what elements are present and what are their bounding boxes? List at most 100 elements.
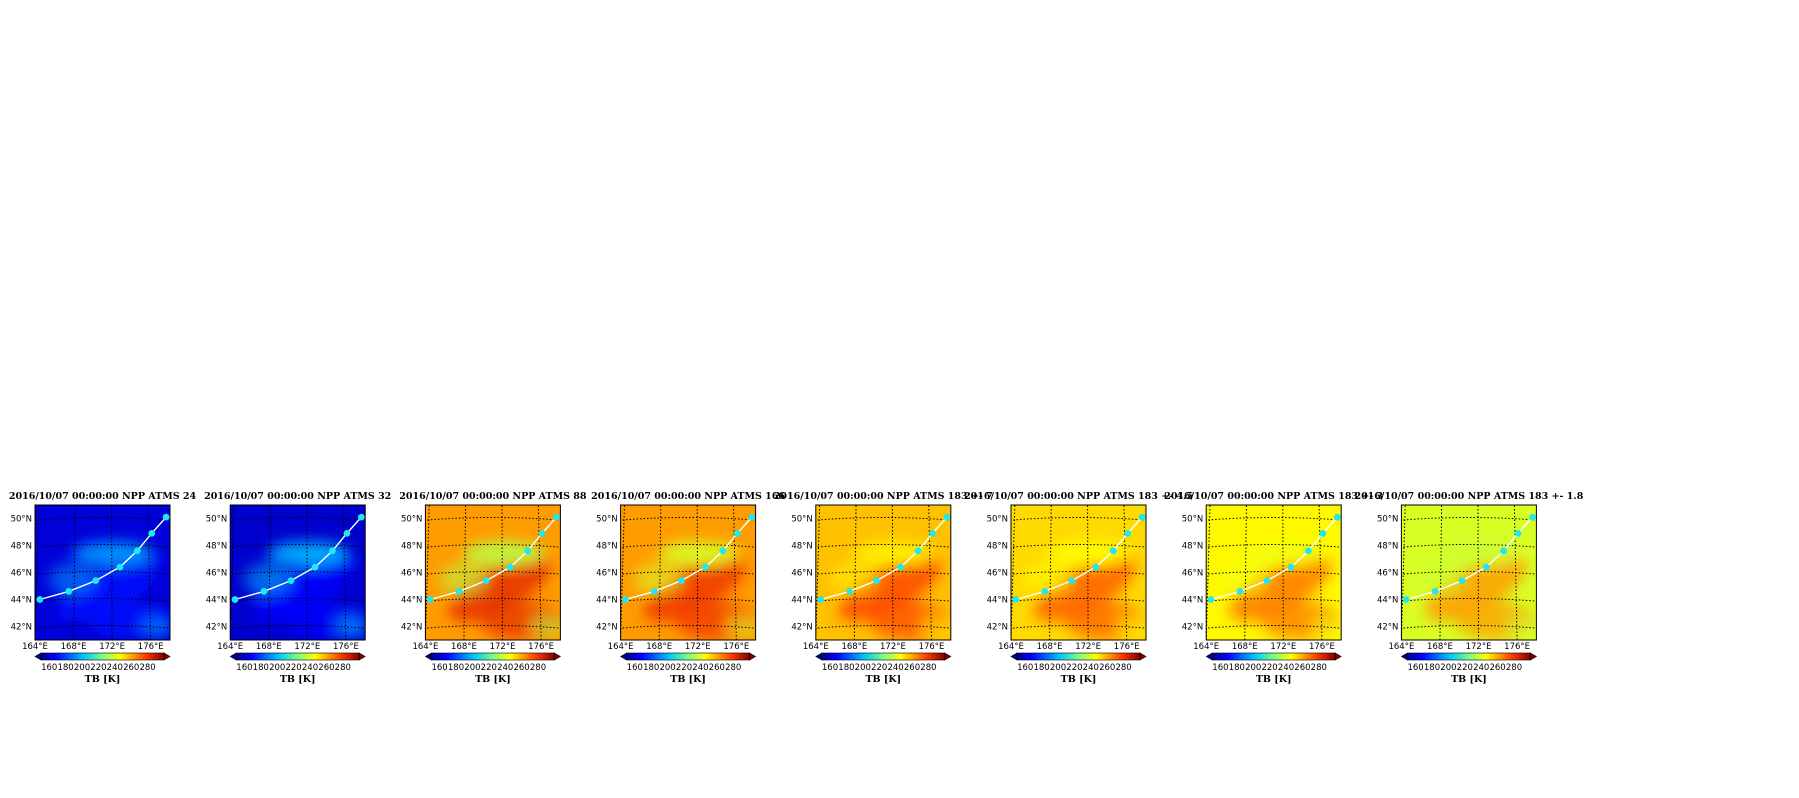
colorbar-tick-label: 260 — [904, 663, 920, 673]
tb-field — [438, 541, 561, 640]
storm-track-point — [1138, 513, 1146, 521]
lat-tick-label: 48°N — [1377, 542, 1398, 552]
colorbar-tick-label: 200 — [1440, 663, 1456, 673]
lat-tick-label: 48°N — [987, 542, 1008, 552]
colorbar-extend-low — [229, 652, 237, 661]
storm-track-point — [1092, 563, 1100, 571]
cloud-feature — [1439, 541, 1521, 566]
lat-tick-label: 42°N — [206, 623, 227, 633]
storm-track-point — [943, 513, 951, 521]
lat-tick-label: 44°N — [596, 596, 617, 606]
panel: 2016/10/07 00:00:00 NPP ATMS 183 +- 3 50°… — [1164, 491, 1383, 685]
colorbar-tick-label: 220 — [871, 663, 887, 673]
colorbar-extend-high — [554, 652, 561, 661]
storm-track-point — [92, 577, 100, 584]
panel: 2016/10/07 00:00:00 NPP ATMS 166 50°N 48°N… — [591, 491, 785, 685]
lat-tick-label: 44°N — [791, 596, 812, 606]
map-area — [1401, 505, 1537, 640]
cloud-southeast — [1311, 615, 1342, 638]
colorbar-extend-high — [944, 652, 952, 661]
colorbar: 160 180 200 220 240 260 280 TB [K] — [1400, 652, 1537, 685]
storm-track-point — [1431, 588, 1439, 595]
lat-tick-label: 48°N — [401, 542, 422, 552]
panel-title: 2016/10/07 00:00:00 NPP ATMS 183 +- 3 — [1164, 491, 1383, 502]
colorbar-label: TB [K] — [670, 674, 706, 685]
lon-tick-label: 176°E — [1114, 642, 1140, 652]
cloud-feature — [1048, 541, 1130, 566]
lat-tick-label: 46°N — [596, 569, 617, 579]
colorbar: 160 180 200 220 240 260 280 TB [K] — [34, 652, 171, 685]
panel: 2016/10/07 00:00:00 NPP ATMS 32 50°N 48°N 4… — [204, 491, 391, 685]
colorbar-tick-label: 240 — [1083, 663, 1099, 673]
colorbar-ramp — [626, 652, 750, 661]
lon-tick-label: 172°E — [880, 642, 906, 652]
colorbar-label: TB [K] — [475, 674, 511, 685]
colorbar-tick-label: 160 — [627, 663, 643, 673]
lat-tick-label: 50°N — [1377, 515, 1398, 525]
meridian-line — [501, 505, 504, 640]
colorbar-tick-label: 240 — [302, 663, 318, 673]
cloud-feature — [463, 541, 545, 566]
map-frame — [229, 504, 366, 641]
lon-tick-label: 172°E — [1270, 642, 1296, 652]
lat-tick-label: 46°N — [987, 569, 1008, 579]
colorbar-tick-label: 160 — [1407, 663, 1423, 673]
panel-title: 2016/10/07 00:00:00 NPP ATMS 24 — [9, 491, 197, 502]
cloud-west — [1024, 563, 1074, 596]
cloud-west — [829, 563, 878, 596]
meridian-line — [230, 505, 235, 640]
meridian-line — [1011, 505, 1016, 640]
colorbar-extend-low — [34, 652, 42, 661]
lat-tick-label: 46°N — [11, 569, 32, 579]
lon-tick-label: 168°E — [61, 642, 87, 652]
lat-tick-label: 46°N — [1182, 569, 1203, 579]
meridian-line — [733, 505, 737, 640]
lat-tick-label: 50°N — [1182, 515, 1203, 525]
colorbar-label: TB [K] — [280, 674, 316, 685]
map-area — [35, 505, 170, 640]
lon-tick-label: 168°E — [1232, 642, 1258, 652]
storm-track-point — [1068, 577, 1076, 584]
storm-track-point — [929, 529, 936, 537]
tb-field — [48, 541, 170, 640]
colorbar-tick-label: 240 — [1473, 663, 1489, 673]
colorbar-tick-label: 180 — [1424, 663, 1440, 673]
meridian-line — [853, 505, 857, 640]
storm-track-point — [1236, 588, 1244, 595]
storm-track-point — [817, 596, 825, 603]
colorbar-label: TB [K] — [865, 674, 901, 685]
lon-tick-label: 168°E — [646, 642, 672, 652]
meridian-line — [696, 505, 699, 640]
warm-band — [253, 555, 356, 622]
meridian-line — [1123, 505, 1128, 640]
warm-band — [58, 555, 161, 622]
lat-tick-label: 42°N — [987, 623, 1008, 633]
colorbar-extend-high — [1139, 652, 1147, 661]
colorbar-extend-high — [1530, 652, 1537, 661]
storm-track-point — [343, 529, 351, 537]
storm-track-point — [914, 547, 922, 555]
colorbar-tick-label: 220 — [1261, 663, 1277, 673]
colorbar-tick-label: 260 — [123, 663, 139, 673]
colorbar-extend-high — [749, 652, 757, 661]
lon-tick-label: 176°E — [528, 642, 554, 652]
storm-track-point — [1319, 529, 1327, 537]
lat-tick-label: 50°N — [401, 515, 422, 525]
colorbar-tick-label: 240 — [692, 663, 708, 673]
colorbar-tick-label: 200 — [1050, 663, 1066, 673]
colorbar-tick-label: 160 — [1017, 663, 1033, 673]
storm-track-point — [846, 588, 853, 595]
storm-track-point — [329, 547, 336, 555]
meridian-line — [1477, 505, 1480, 640]
cloud-southeast — [1116, 615, 1146, 638]
cloud-southeast — [530, 615, 561, 638]
colorbar-tick-label: 180 — [253, 663, 269, 673]
meridian-line — [1206, 505, 1211, 640]
colorbar-tick-label: 200 — [855, 663, 871, 673]
meridian-line — [268, 505, 271, 640]
map-frame — [1010, 504, 1147, 641]
colorbar-ramp — [1407, 652, 1531, 661]
meridian-line — [1049, 505, 1052, 640]
colorbar: 160 180 200 220 240 260 280 TB [K] — [1205, 652, 1342, 685]
